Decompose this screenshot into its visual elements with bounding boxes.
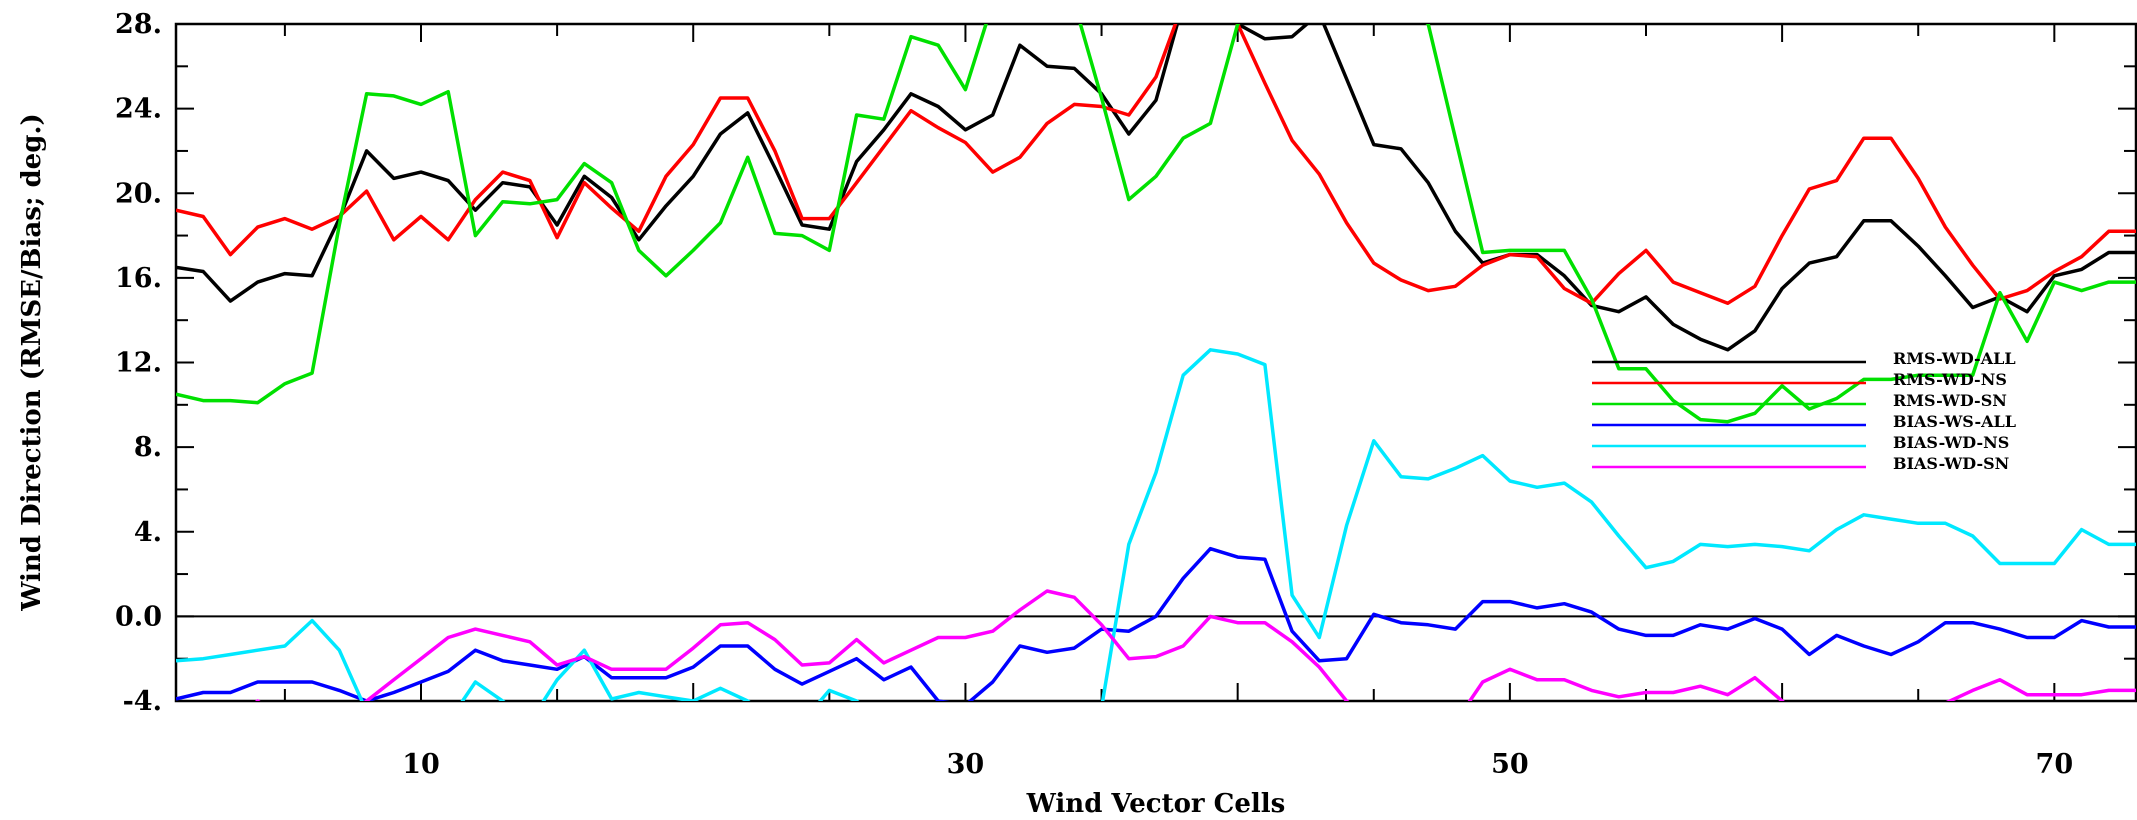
legend-label: BIAS-WS-ALL bbox=[1893, 412, 2016, 431]
y-tick-label: 16. bbox=[115, 263, 162, 294]
x-tick-label: 70 bbox=[2036, 749, 2074, 780]
y-tick-labels: 28. 24. 20. 16. 12. 8. 4. 0.0 -4. bbox=[115, 9, 162, 717]
x-tick-label: 30 bbox=[947, 749, 985, 780]
series-line-rms-wd-all bbox=[176, 24, 2136, 352]
x-axis-title: Wind Vector Cells bbox=[1026, 789, 1286, 819]
y-tick-label: 28. bbox=[115, 9, 162, 40]
legend-label: BIAS-WD-NS bbox=[1893, 433, 2009, 452]
series-line-rms-wd-ns bbox=[176, 24, 2136, 306]
y-tick-label: 8. bbox=[134, 432, 162, 463]
legend-label: RMS-WD-ALL bbox=[1893, 349, 2016, 368]
x-tick-labels: 10 30 50 70 bbox=[402, 749, 2073, 780]
y-tick-label: -4. bbox=[123, 686, 162, 717]
series-line-bias-ws-all bbox=[176, 546, 2136, 701]
y-tick-label: 12. bbox=[115, 348, 162, 379]
y-tick-label: 20. bbox=[115, 178, 162, 209]
y-axis-title: Wind Direction (RMSE/Bias; deg.) bbox=[17, 113, 47, 611]
x-tick-label: 50 bbox=[1491, 749, 1529, 780]
legend: RMS-WD-ALL RMS-WD-NS RMS-WD-SN BIAS-WS-ALL B… bbox=[1592, 349, 2016, 473]
x-tick-label: 10 bbox=[402, 749, 440, 780]
series-line-bias-wd-sn bbox=[254, 589, 2136, 701]
legend-label: RMS-WD-SN bbox=[1893, 391, 2007, 410]
y-tick-label: 0.0 bbox=[115, 601, 162, 632]
series-layer bbox=[176, 24, 2136, 701]
axis-ticks bbox=[176, 23, 2136, 702]
legend-label: BIAS-WD-SN bbox=[1893, 454, 2009, 473]
legend-label: RMS-WD-NS bbox=[1893, 370, 2007, 389]
series-line-rms-wd-sn bbox=[176, 24, 2136, 424]
series-line-bias-wd-ns bbox=[176, 348, 2136, 701]
y-tick-label: 24. bbox=[115, 94, 162, 125]
y-tick-label: 4. bbox=[134, 517, 162, 548]
